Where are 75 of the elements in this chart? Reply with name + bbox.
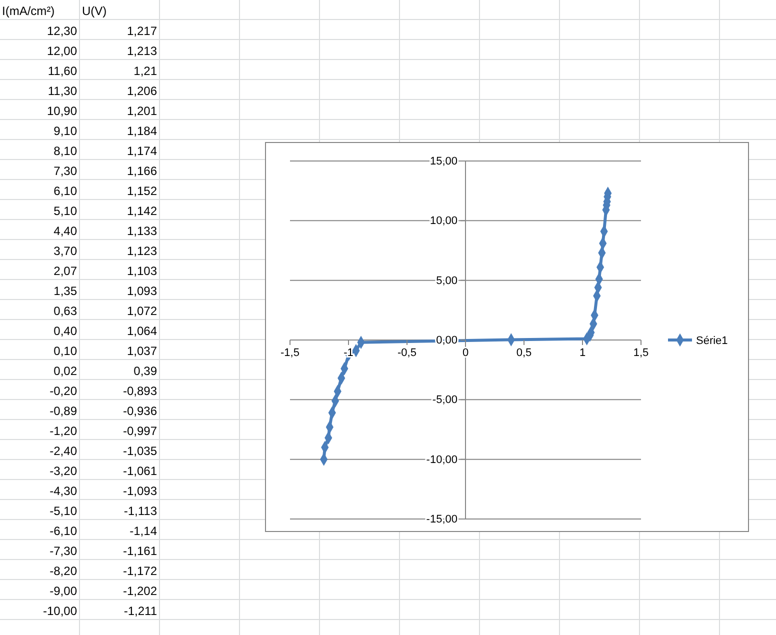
y-tick-label: 5,00 xyxy=(436,274,458,287)
text: 9,10 xyxy=(54,124,78,138)
text: 1,21 xyxy=(134,64,158,78)
text: -4,30 xyxy=(50,484,78,498)
y-tick-label: 15,00 xyxy=(430,156,458,168)
text: -6,10 xyxy=(50,524,78,538)
text: 0,02 xyxy=(54,364,78,378)
text: 10,90 xyxy=(46,104,78,118)
text: 1,213 xyxy=(126,44,158,58)
text: 1,152 xyxy=(126,184,158,198)
text: -1,20 xyxy=(50,424,78,438)
text: 1,064 xyxy=(126,324,158,338)
text: 12,30 xyxy=(46,24,78,38)
x-tick-label: 0,5 xyxy=(516,346,532,359)
text: -0,997 xyxy=(122,424,158,438)
text: 2,07 xyxy=(54,264,78,278)
text: 1,217 xyxy=(126,24,158,38)
text: 6,10 xyxy=(54,184,78,198)
text: -0,20 xyxy=(50,384,78,398)
text: 0,63 xyxy=(54,304,78,318)
text: 1,072 xyxy=(126,304,158,318)
text: 1,206 xyxy=(126,84,158,98)
text: 1,103 xyxy=(126,264,158,278)
text: -8,20 xyxy=(50,564,78,578)
text: -1,14 xyxy=(130,524,158,538)
text: -5,10 xyxy=(50,504,78,518)
text: -1,061 xyxy=(122,464,158,478)
text: -7,30 xyxy=(50,544,78,558)
text: -10,00 xyxy=(42,604,78,618)
text: 1,037 xyxy=(126,344,158,358)
text: 3,70 xyxy=(54,244,78,258)
text: 1,142 xyxy=(126,204,158,218)
text: -1,035 xyxy=(122,444,158,458)
text: 1,133 xyxy=(126,224,158,238)
legend-label: Série1 xyxy=(696,335,728,347)
y-tick-label: -10,00 xyxy=(426,454,458,466)
text: 1,35 xyxy=(54,284,78,298)
text: 11,30 xyxy=(48,84,78,98)
text: 8,10 xyxy=(54,144,78,158)
y-tick-label: -5,00 xyxy=(432,394,458,406)
text: 1,166 xyxy=(126,164,158,178)
y-tick-label: 10,00 xyxy=(430,215,458,228)
text: -1,172 xyxy=(122,564,158,578)
text: 0,39 xyxy=(134,364,158,378)
text: 1,093 xyxy=(126,284,158,298)
text: -1,113 xyxy=(124,504,158,518)
text: -1,211 xyxy=(124,604,158,618)
x-tick-label: 1 xyxy=(579,346,586,359)
x-tick-label: 1,5 xyxy=(633,346,649,359)
text: 7,30 xyxy=(54,164,78,178)
text: -1,202 xyxy=(122,584,158,598)
text: U(V) xyxy=(82,4,107,18)
text: 12,00 xyxy=(46,44,78,58)
text: -0,89 xyxy=(50,404,78,418)
y-tick-label: -15,00 xyxy=(426,514,458,526)
text: 1,184 xyxy=(126,124,158,138)
text: 1,174 xyxy=(126,144,158,158)
text: -0,893 xyxy=(122,384,158,398)
text: 0,10 xyxy=(54,344,78,358)
text: -3,20 xyxy=(50,464,78,478)
text: -1,161 xyxy=(122,544,158,558)
text: 0,40 xyxy=(54,324,78,338)
text: -2,40 xyxy=(50,444,78,458)
text: -9,00 xyxy=(50,584,78,598)
text: -1,093 xyxy=(122,484,158,498)
x-tick-label: -0,5 xyxy=(398,346,416,359)
text: -0,936 xyxy=(122,404,158,418)
x-tick-label: 0 xyxy=(462,346,469,359)
text: 1,201 xyxy=(126,104,158,118)
x-tick-label: -1,5 xyxy=(280,346,300,359)
text: 1,123 xyxy=(126,244,158,258)
text: 4,40 xyxy=(54,224,78,238)
text: I(mA/cm²) xyxy=(2,4,55,18)
text: 5,10 xyxy=(54,204,78,218)
text: 11,60 xyxy=(48,64,78,78)
